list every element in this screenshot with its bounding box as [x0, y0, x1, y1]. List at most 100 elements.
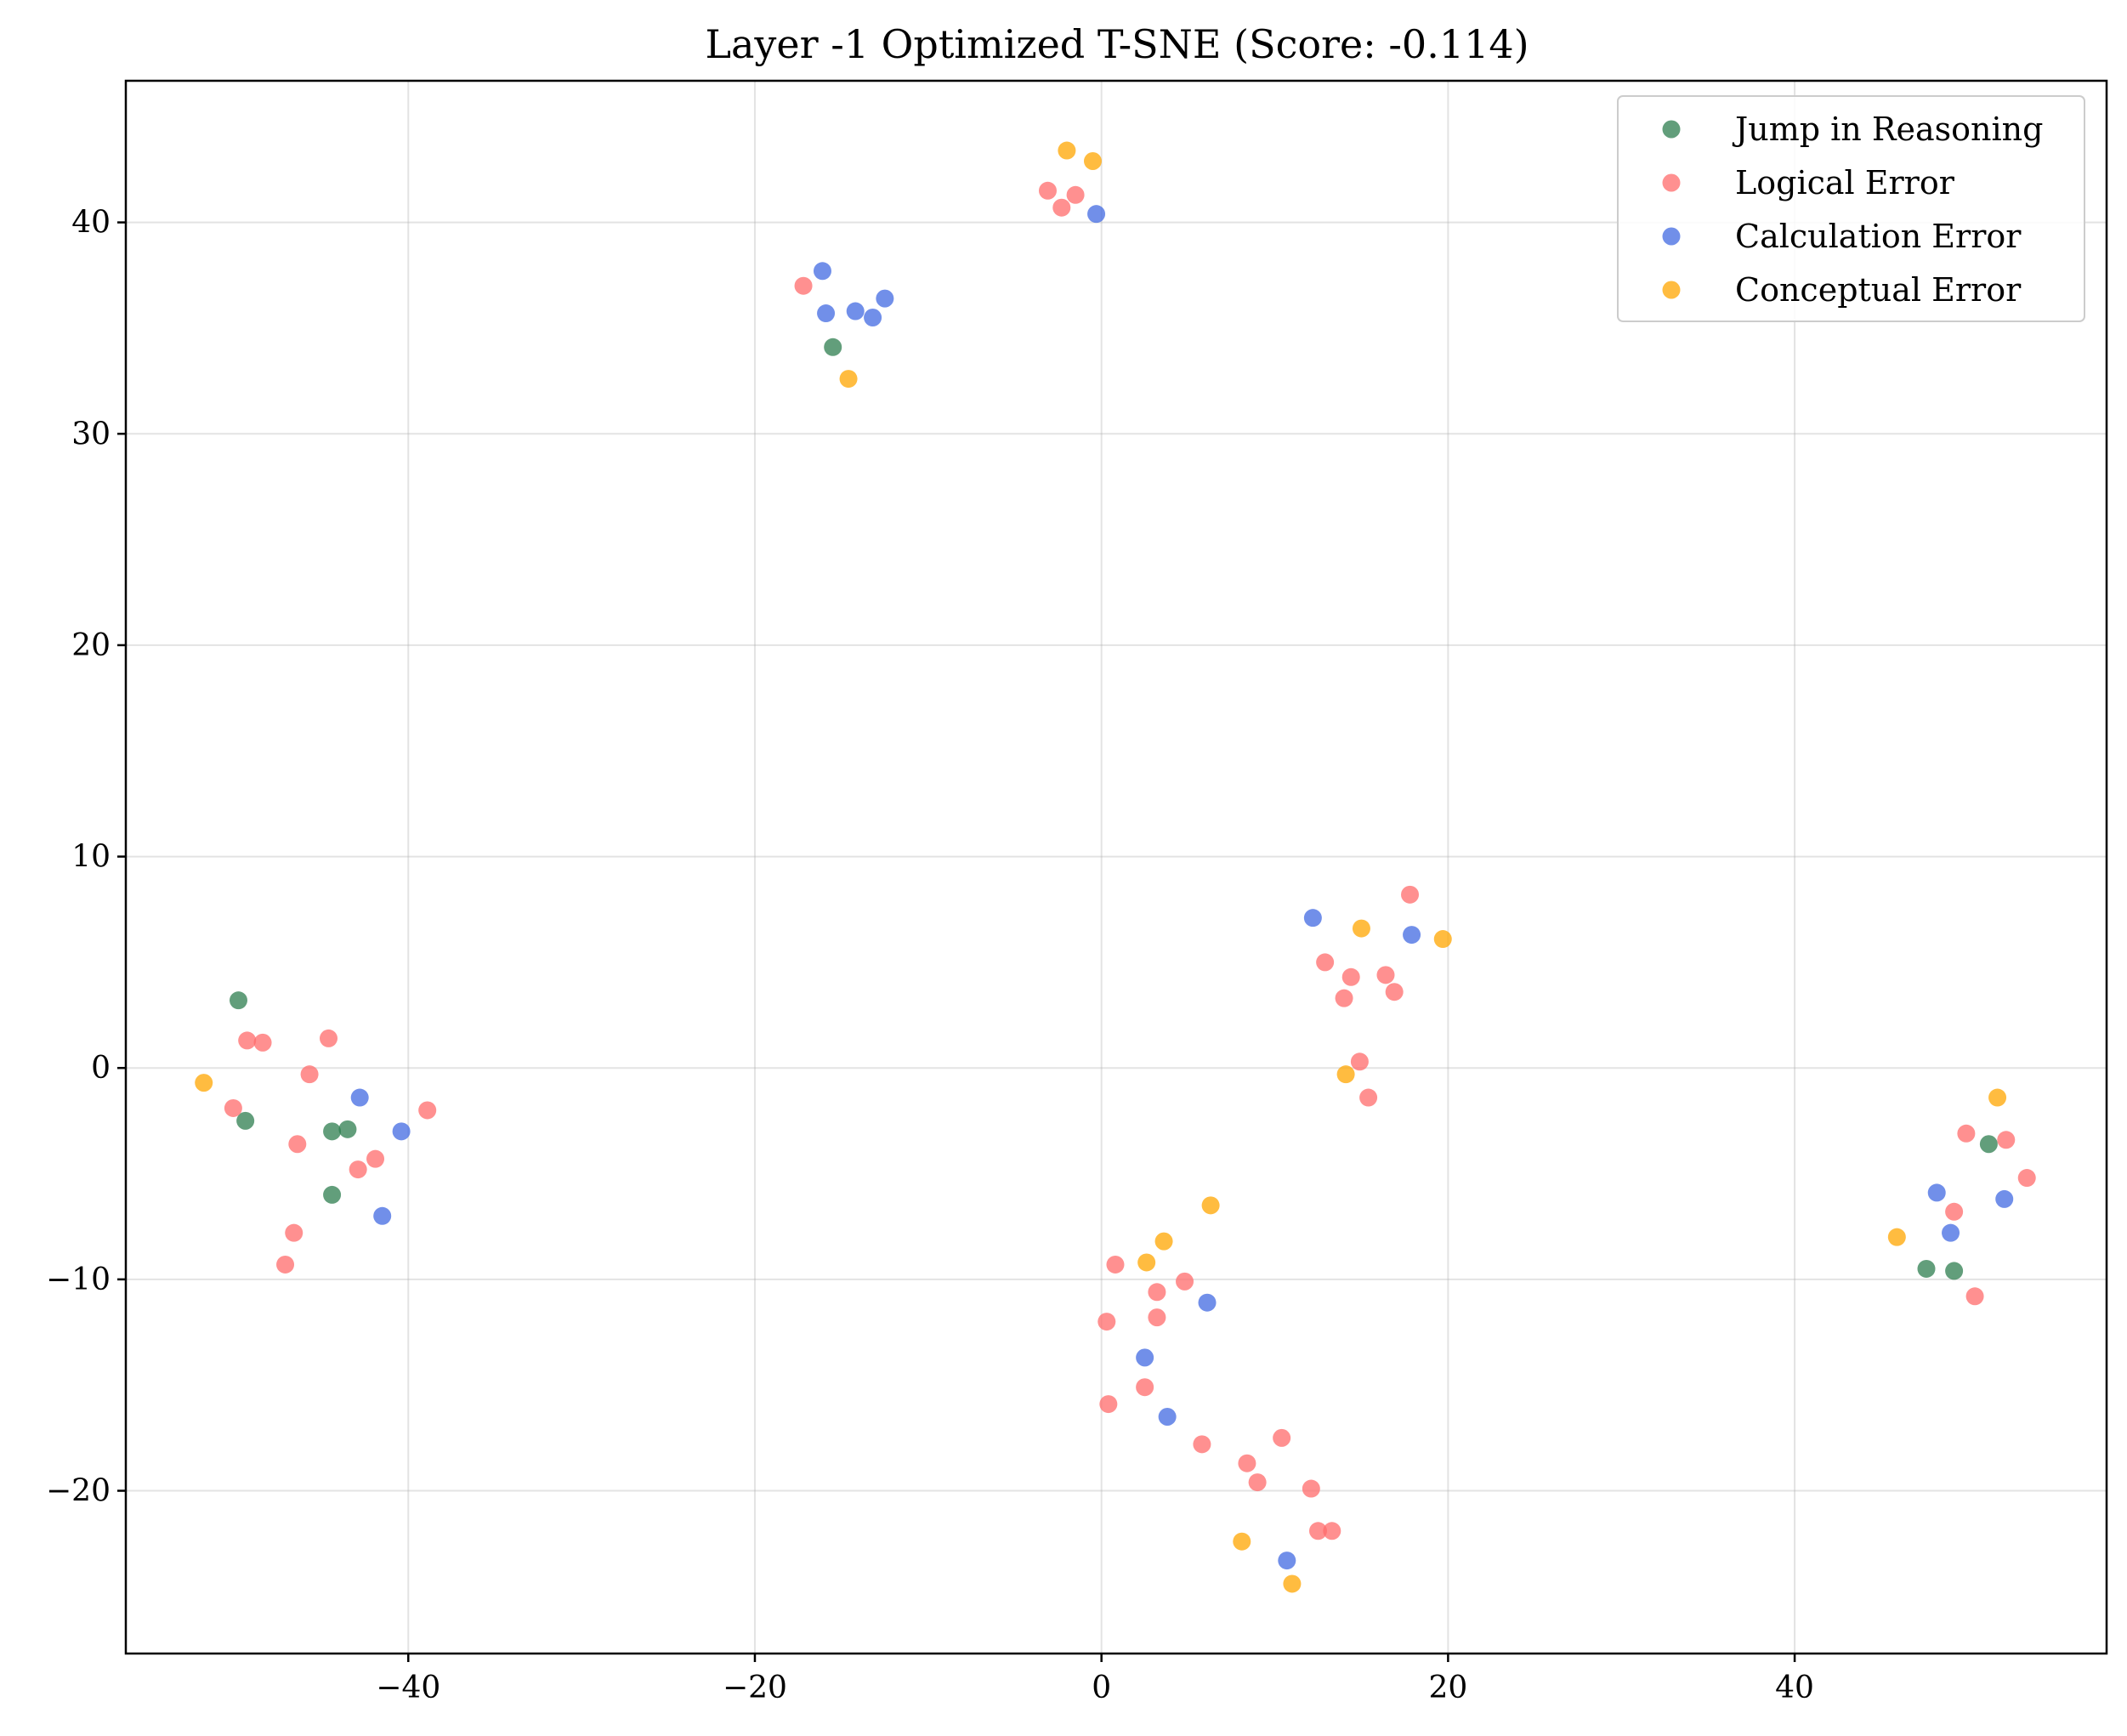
point-logical-error	[1323, 1522, 1341, 1540]
point-calculation-error	[817, 304, 836, 323]
point-jump-in-reasoning	[323, 1122, 342, 1141]
point-logical-error	[238, 1031, 257, 1050]
point-calculation-error	[373, 1206, 392, 1225]
point-conceptual-error	[1352, 919, 1370, 938]
y-axis: −20 −10 0 10 20 30 40	[46, 206, 126, 1509]
point-jump-in-reasoning	[323, 1185, 342, 1204]
point-logical-error	[1341, 967, 1360, 986]
point-logical-error	[1148, 1283, 1166, 1302]
point-conceptual-error	[1154, 1232, 1173, 1251]
point-conceptual-error	[1137, 1253, 1156, 1272]
point-jump-in-reasoning	[824, 338, 842, 356]
point-calculation-error	[864, 308, 882, 326]
point-logical-error	[1273, 1428, 1291, 1447]
point-calculation-error	[846, 302, 865, 321]
point-logical-error	[1945, 1202, 1964, 1221]
point-logical-error	[1106, 1255, 1125, 1274]
point-jump-in-reasoning	[1945, 1262, 1964, 1280]
point-jump-in-reasoning	[1917, 1259, 1936, 1278]
point-calculation-error	[1278, 1552, 1296, 1570]
x-tick-label: −20	[723, 1671, 787, 1705]
y-tick-label: −10	[46, 1262, 111, 1297]
point-logical-error	[1193, 1435, 1211, 1454]
point-logical-error	[1316, 953, 1335, 972]
point-logical-error	[1335, 989, 1353, 1007]
y-tick-label: 0	[91, 1051, 111, 1086]
point-logical-error	[320, 1029, 338, 1047]
point-conceptual-error	[1201, 1196, 1220, 1215]
y-tick-label: −20	[46, 1474, 111, 1509]
point-logical-error	[1385, 983, 1404, 1001]
legend-label-jump-in-reasoning: Jump in Reasoning	[1732, 111, 2043, 148]
x-tick-label: 0	[1092, 1671, 1111, 1705]
point-logical-error	[1066, 185, 1085, 204]
point-jump-in-reasoning	[1979, 1135, 1998, 1154]
point-calculation-error	[876, 289, 894, 308]
point-conceptual-error	[1233, 1532, 1251, 1551]
point-calculation-error	[1303, 909, 1322, 928]
scatter-points	[195, 141, 2036, 1593]
point-jump-in-reasoning	[338, 1120, 357, 1138]
legend-box	[1617, 95, 2085, 322]
point-logical-error	[1965, 1287, 1984, 1306]
point-jump-in-reasoning	[230, 991, 248, 1010]
point-logical-error	[1997, 1131, 2016, 1149]
point-calculation-error	[1403, 926, 1421, 945]
point-logical-error	[1302, 1479, 1320, 1498]
point-logical-error	[1957, 1124, 1976, 1143]
grid-lines	[126, 81, 2107, 1654]
point-calculation-error	[392, 1122, 411, 1141]
point-logical-error	[418, 1101, 437, 1120]
point-logical-error	[253, 1033, 272, 1052]
point-logical-error	[1350, 1052, 1369, 1071]
point-logical-error	[1136, 1378, 1154, 1397]
point-calculation-error	[1136, 1348, 1154, 1367]
point-calculation-error	[1198, 1293, 1217, 1312]
point-logical-error	[1308, 1522, 1327, 1540]
y-tick-label: 10	[71, 840, 111, 875]
point-calculation-error	[1942, 1223, 1960, 1242]
point-conceptual-error	[1433, 930, 1452, 949]
legend-marker-jump-in-reasoning	[1662, 120, 1681, 139]
point-calculation-error	[813, 262, 831, 281]
point-calculation-error	[1087, 205, 1106, 224]
y-tick-label: 30	[71, 417, 111, 451]
point-logical-error	[366, 1149, 385, 1168]
point-logical-error	[2017, 1169, 2036, 1188]
legend-label-calculation-error: Calculation Error	[1735, 218, 2022, 255]
point-calculation-error	[1927, 1183, 1946, 1202]
y-tick-label: 40	[71, 206, 111, 241]
chart-title: Layer -1 Optimized T-SNE (Score: -0.114)	[705, 21, 1529, 67]
point-logical-error	[1248, 1473, 1267, 1492]
point-conceptual-error	[1988, 1088, 2007, 1107]
point-logical-error	[300, 1065, 319, 1084]
point-logical-error	[288, 1135, 307, 1154]
legend: Jump in Reasoning Logical Error Calculatio…	[1617, 95, 2085, 322]
point-logical-error	[1376, 966, 1395, 984]
point-conceptual-error	[195, 1074, 213, 1092]
y-tick-label: 20	[71, 628, 111, 663]
point-logical-error	[1038, 181, 1057, 200]
point-conceptual-error	[1336, 1065, 1355, 1084]
point-logical-error	[1359, 1088, 1378, 1107]
point-conceptual-error	[1887, 1228, 1906, 1246]
point-logical-error	[1401, 885, 1420, 904]
x-tick-label: 20	[1428, 1671, 1467, 1705]
x-tick-label: −40	[376, 1671, 440, 1705]
point-calculation-error	[350, 1088, 369, 1107]
plot-frame	[124, 79, 2108, 1655]
x-axis: −40 −20 0 20 40	[376, 1654, 1814, 1705]
point-jump-in-reasoning	[236, 1111, 255, 1130]
point-logical-error	[1052, 198, 1071, 217]
point-calculation-error	[1158, 1408, 1177, 1427]
legend-label-logical-error: Logical Error	[1735, 164, 1955, 201]
legend-marker-calculation-error	[1662, 227, 1681, 246]
point-logical-error	[276, 1255, 295, 1274]
point-logical-error	[794, 276, 813, 295]
point-logical-error	[1238, 1454, 1256, 1472]
x-tick-label: 40	[1775, 1671, 1814, 1705]
point-logical-error	[1148, 1308, 1166, 1327]
point-calculation-error	[1995, 1189, 2014, 1208]
point-logical-error	[1099, 1395, 1118, 1414]
